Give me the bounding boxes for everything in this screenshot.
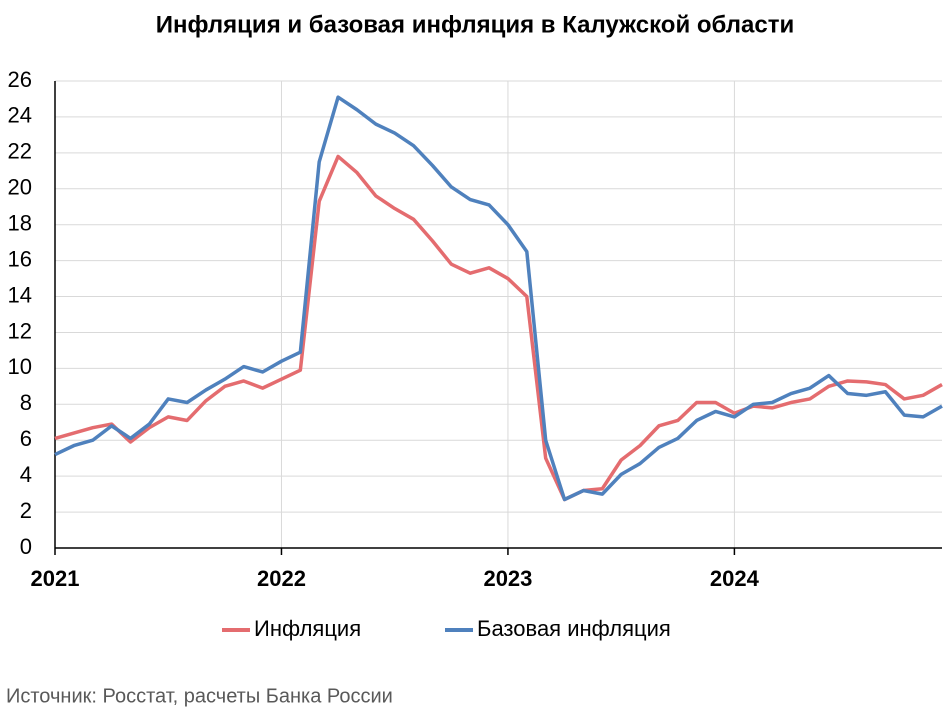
y-tick-label: 12 xyxy=(8,318,32,343)
y-tick-label: 8 xyxy=(20,390,32,415)
legend-label: Инфляция xyxy=(254,616,361,641)
source-note: Источник: Росстат, расчеты Банка России xyxy=(6,685,393,707)
y-tick-label: 20 xyxy=(8,175,32,200)
x-tick-label: 2023 xyxy=(483,566,532,591)
x-tick-label: 2022 xyxy=(257,566,306,591)
legend-label: Базовая инфляция xyxy=(477,616,671,641)
y-tick-label: 24 xyxy=(8,103,32,128)
y-tick-label: 14 xyxy=(8,282,32,307)
x-tick-label: 2024 xyxy=(710,566,760,591)
y-tick-label: 18 xyxy=(8,211,32,236)
y-tick-label: 2 xyxy=(20,498,32,523)
y-tick-label: 22 xyxy=(8,139,32,164)
y-tick-label: 4 xyxy=(20,462,32,487)
chart-title: Инфляция и базовая инфляция в Калужской … xyxy=(156,11,794,38)
x-tick-label: 2021 xyxy=(31,566,80,591)
series-line xyxy=(54,95,943,502)
y-tick-label: 10 xyxy=(8,354,32,379)
y-tick-label: 6 xyxy=(20,426,32,451)
y-tick-label: 16 xyxy=(8,246,32,271)
y-tick-label: 0 xyxy=(20,534,32,559)
y-tick-label: 26 xyxy=(8,67,32,92)
series-line xyxy=(54,154,943,502)
